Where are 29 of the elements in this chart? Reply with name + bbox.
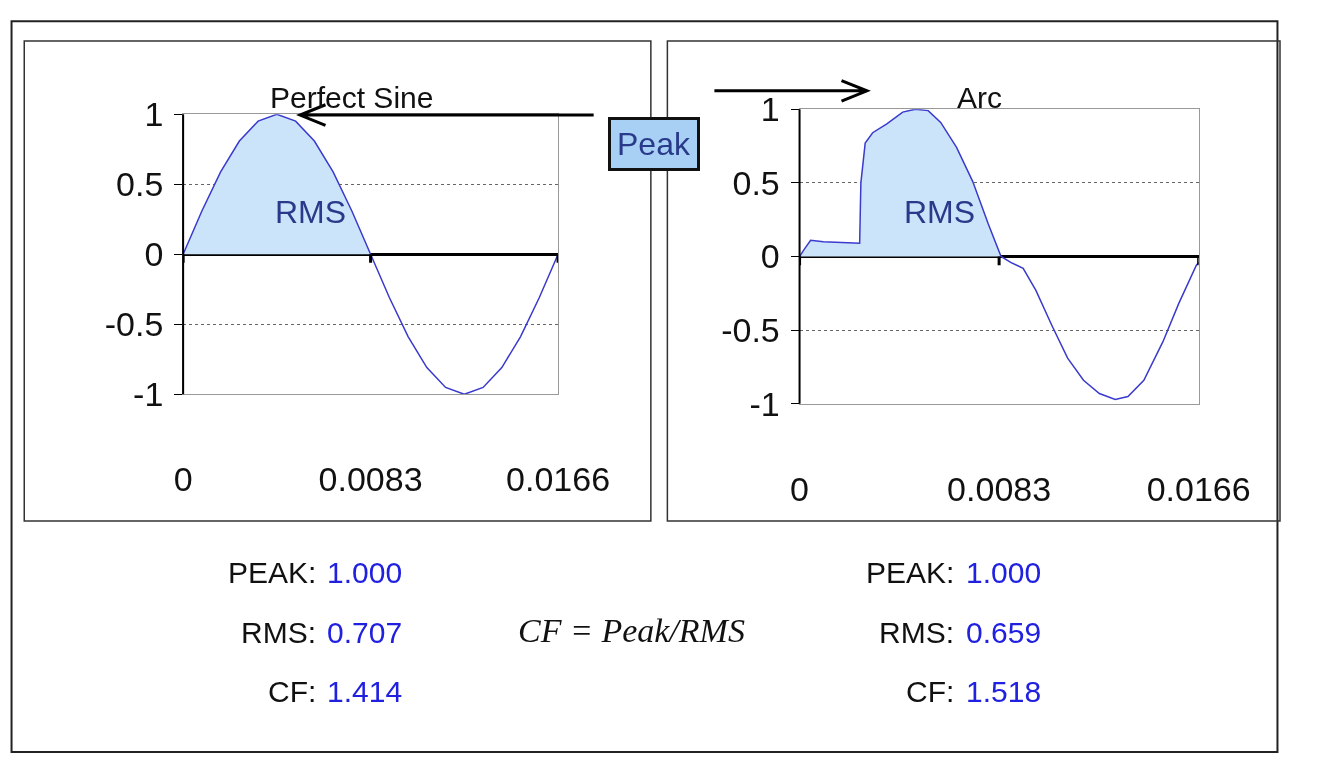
x-tick-label: 0.0166 xyxy=(1146,469,1251,508)
text: RMS: 0.707 xyxy=(241,616,403,649)
y-tick-label: 0 xyxy=(760,237,780,276)
y-tick-label: 1 xyxy=(144,95,164,134)
chart-title: Perfect Sine xyxy=(270,81,434,114)
line-series xyxy=(799,109,1199,401)
x-tick-label: 0 xyxy=(790,469,810,508)
x-tick-label: 0.0166 xyxy=(506,460,611,499)
y-tick-label: -1 xyxy=(133,375,164,414)
y-tick-label: 0.5 xyxy=(732,163,780,202)
annotation: RMS xyxy=(275,194,347,230)
x-tick-label: 0 xyxy=(173,460,193,499)
text: PEAK: 1.000 xyxy=(866,556,1042,589)
text: CF = Peak/RMS xyxy=(518,612,745,649)
y-tick-label: 1 xyxy=(760,90,780,129)
text: CF: 1.414 xyxy=(268,675,403,708)
y-tick-label: -1 xyxy=(749,384,780,423)
text: PEAK: 1.000 xyxy=(228,556,403,589)
y-tick-label: -0.5 xyxy=(104,305,164,344)
text: CF: 1.518 xyxy=(906,675,1042,708)
x-tick-label: 0.0083 xyxy=(318,460,423,499)
annotation: RMS xyxy=(904,194,976,230)
y-tick-label: 0.5 xyxy=(116,165,164,204)
y-tick-label: 0 xyxy=(144,235,164,274)
x-tick-label: 0.0083 xyxy=(947,469,1052,508)
y-tick-label: -0.5 xyxy=(721,311,780,350)
text: RMS: 0.659 xyxy=(879,616,1042,649)
text: Peak xyxy=(617,126,691,162)
chart-title: Arc xyxy=(957,81,1002,114)
